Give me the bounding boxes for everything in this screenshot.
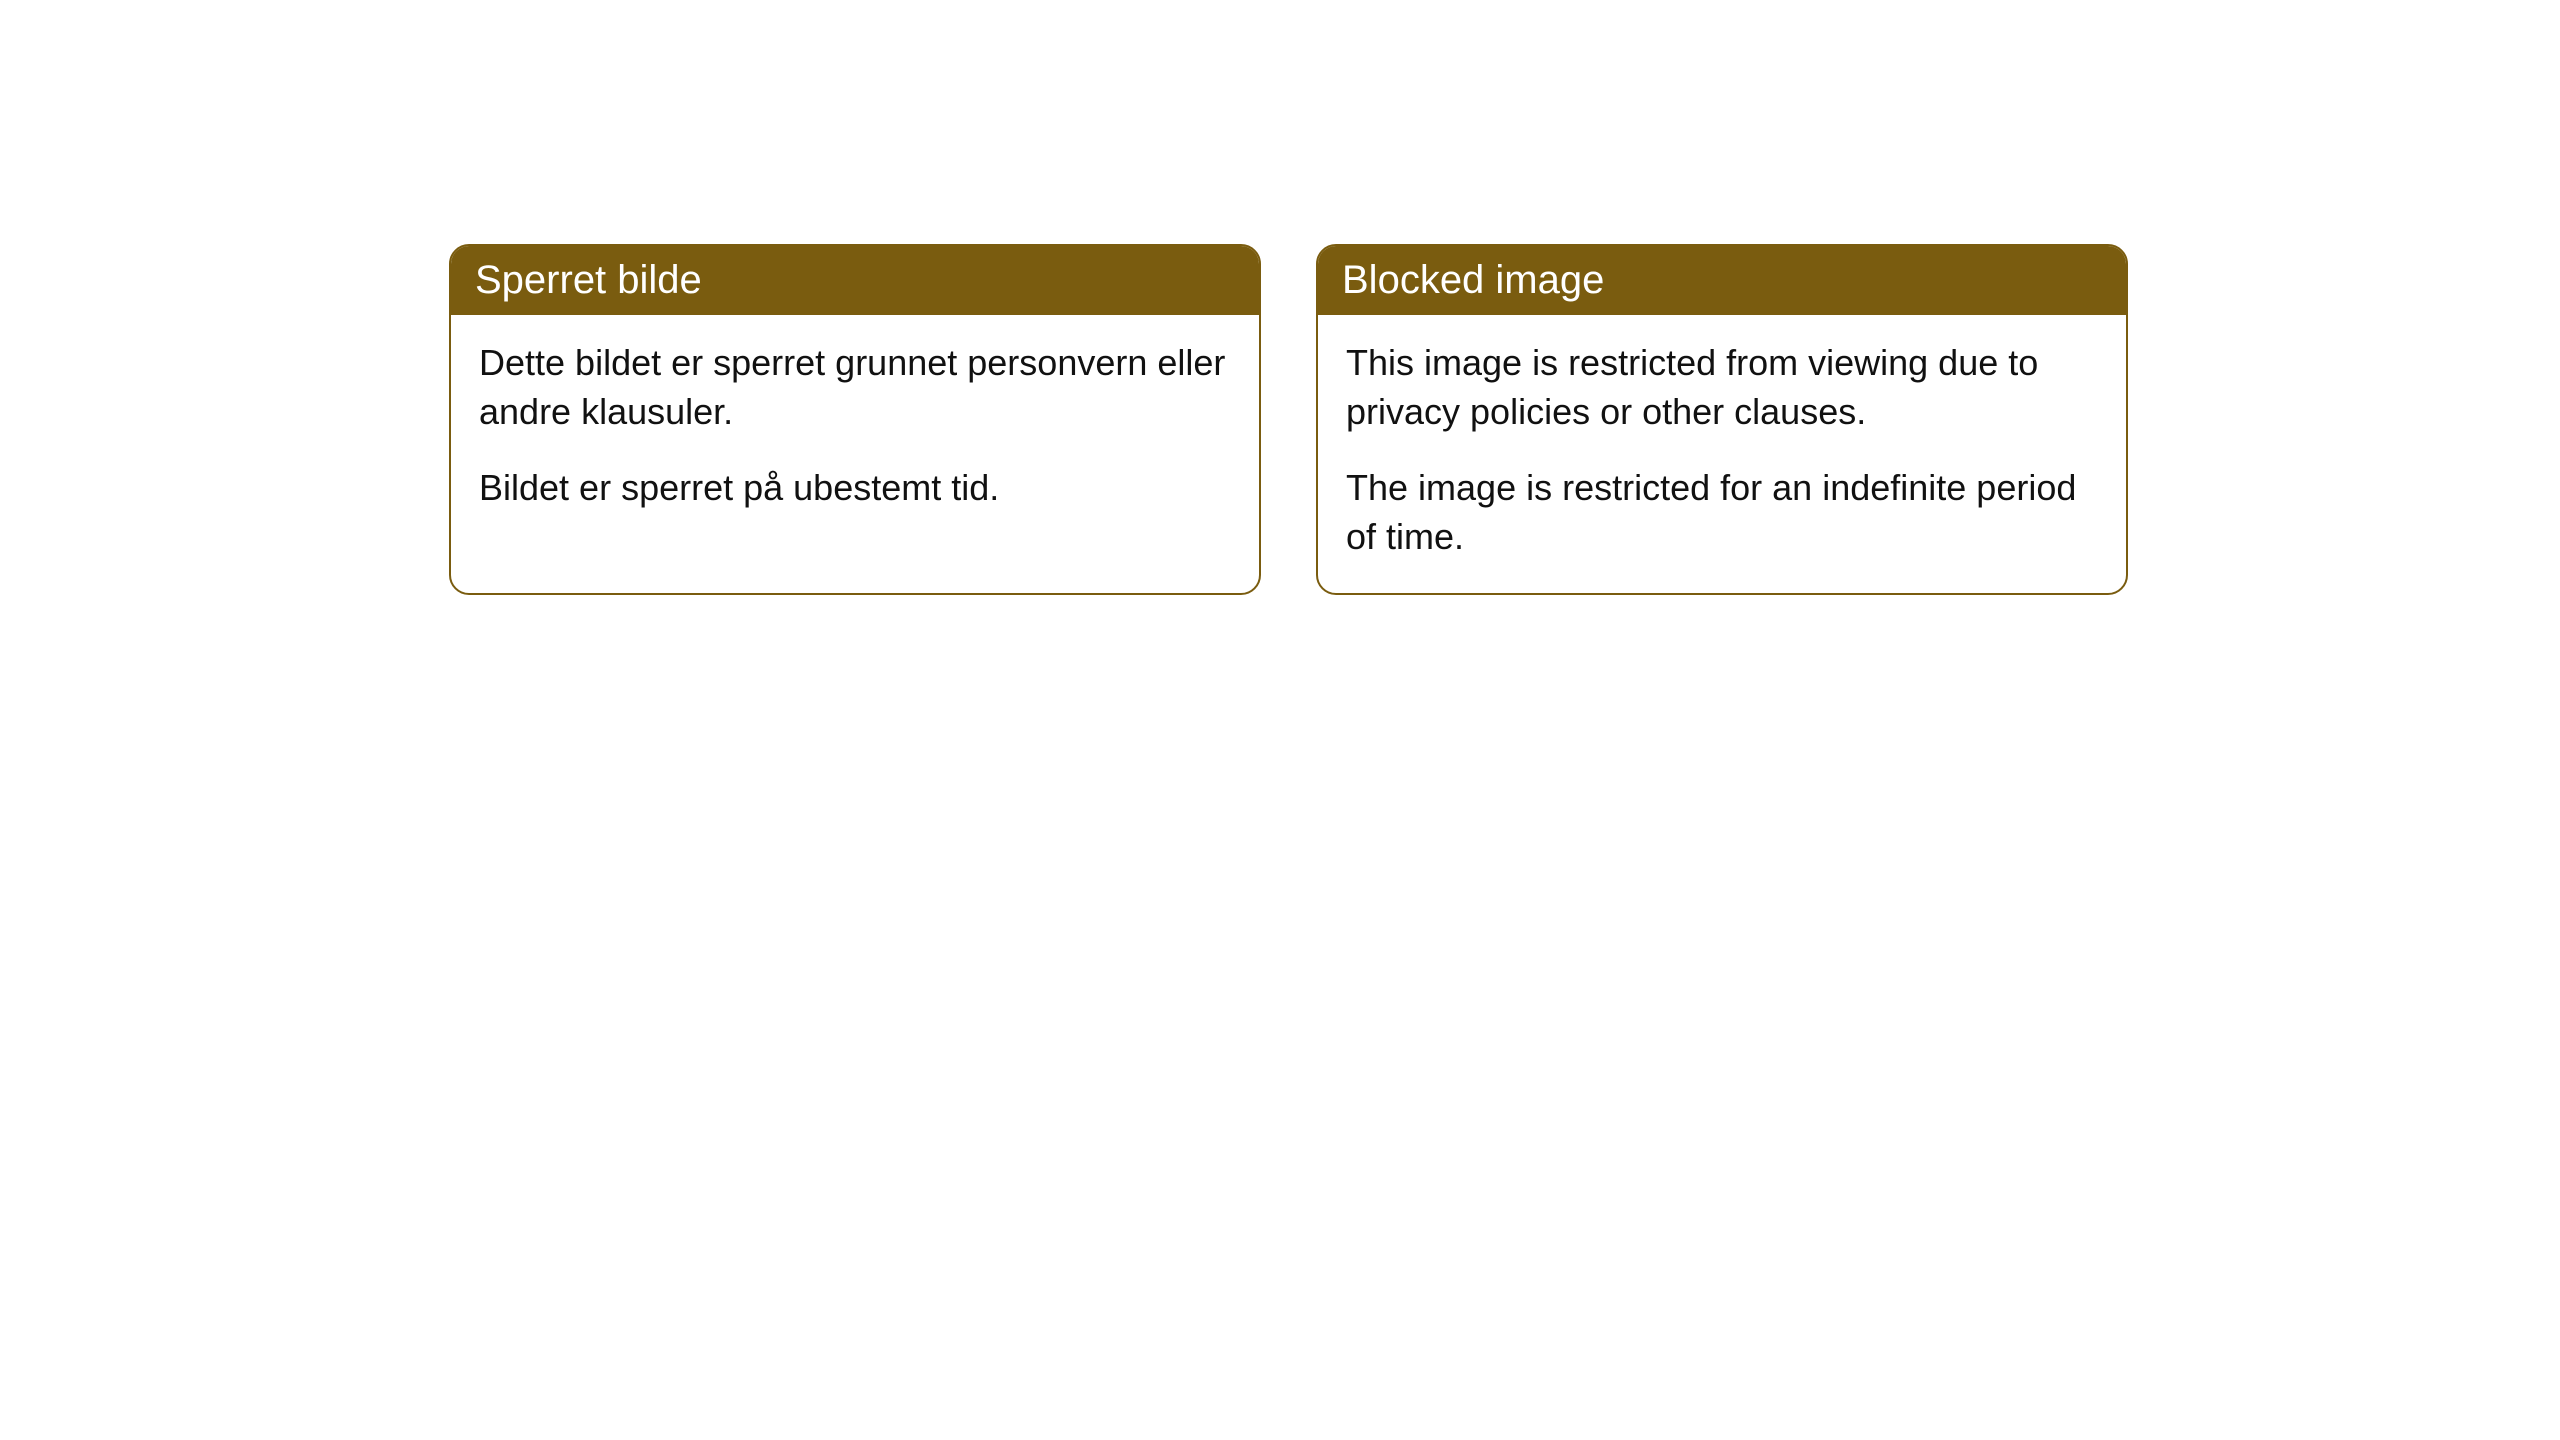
card-paragraph: This image is restricted from viewing du… [1346,339,2098,436]
card-title: Blocked image [1342,258,1604,302]
card-header: Blocked image [1318,246,2126,315]
card-paragraph: The image is restricted for an indefinit… [1346,464,2098,561]
card-header: Sperret bilde [451,246,1259,315]
card-title: Sperret bilde [475,258,702,302]
notice-card-norwegian: Sperret bilde Dette bildet er sperret gr… [449,244,1261,595]
card-body: This image is restricted from viewing du… [1318,315,2126,593]
notice-cards-container: Sperret bilde Dette bildet er sperret gr… [449,244,2128,595]
notice-card-english: Blocked image This image is restricted f… [1316,244,2128,595]
card-body: Dette bildet er sperret grunnet personve… [451,315,1259,545]
card-paragraph: Bildet er sperret på ubestemt tid. [479,464,1231,513]
card-paragraph: Dette bildet er sperret grunnet personve… [479,339,1231,436]
